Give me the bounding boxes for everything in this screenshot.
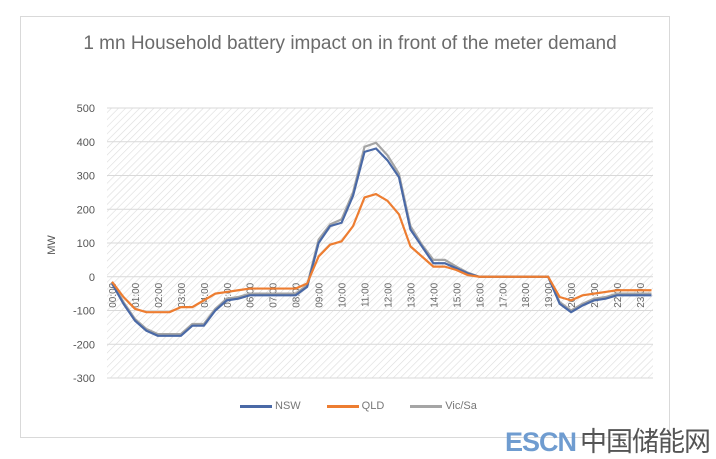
x-tick-label: 10:00 <box>338 282 349 307</box>
legend-label: QLD <box>361 400 385 412</box>
y-tick-label: 400 <box>77 137 95 149</box>
x-tick-label: 18:00 <box>521 282 532 307</box>
x-tick-label: 13:00 <box>406 282 417 307</box>
y-tick-label: 100 <box>77 238 95 250</box>
x-tick-label: 04:00 <box>200 282 211 307</box>
x-tick-label: 05:00 <box>223 282 234 307</box>
legend-label: Vic/Sa <box>445 400 477 412</box>
x-tick-label: 02:00 <box>154 282 165 307</box>
y-tick-label: -200 <box>73 339 95 351</box>
y-tick-label: -300 <box>73 373 95 385</box>
legend-item: QLD <box>326 400 385 412</box>
x-tick-label: 19:00 <box>544 282 555 307</box>
legend-item: NSW <box>240 400 301 412</box>
x-tick-label: 17:00 <box>498 282 509 307</box>
legend-swatch <box>410 404 443 408</box>
x-tick-label: 21:00 <box>590 282 601 307</box>
legend-swatch <box>326 404 359 408</box>
y-tick-label: 200 <box>77 204 95 216</box>
series-line-vic-sa <box>111 141 652 336</box>
series-line-qld <box>111 192 652 314</box>
series-line-nsw <box>111 147 652 337</box>
legend-swatch <box>240 404 272 408</box>
x-tick-label: 14:00 <box>429 282 440 307</box>
x-tick-label: 01:00 <box>131 282 142 307</box>
watermark-logo: ESCN 中国储能网 <box>505 427 711 457</box>
x-tick-label: 11:00 <box>361 282 372 307</box>
y-tick-label: 300 <box>77 171 95 183</box>
x-tick-label: 15:00 <box>452 282 463 307</box>
x-tick-label: 00:00 <box>108 282 119 307</box>
y-tick-label: -100 <box>73 306 95 318</box>
legend-item: Vic/Sa <box>410 400 477 412</box>
y-tick-label: 500 <box>77 103 95 115</box>
x-tick-label: 09:00 <box>315 282 326 307</box>
legend-label: NSW <box>275 400 301 412</box>
chart-title: 1 mn Household battery impact on in fron… <box>83 33 617 54</box>
x-tick-label: 03:00 <box>177 282 188 307</box>
x-tick-label: 16:00 <box>475 282 486 307</box>
y-axis-label: MW <box>46 235 58 255</box>
x-tick-label: 20:00 <box>567 282 578 307</box>
y-tick-label: 0 <box>89 272 95 284</box>
legend: NSW QLD Vic/Sa <box>240 400 477 412</box>
x-tick-label: 12:00 <box>383 282 394 307</box>
